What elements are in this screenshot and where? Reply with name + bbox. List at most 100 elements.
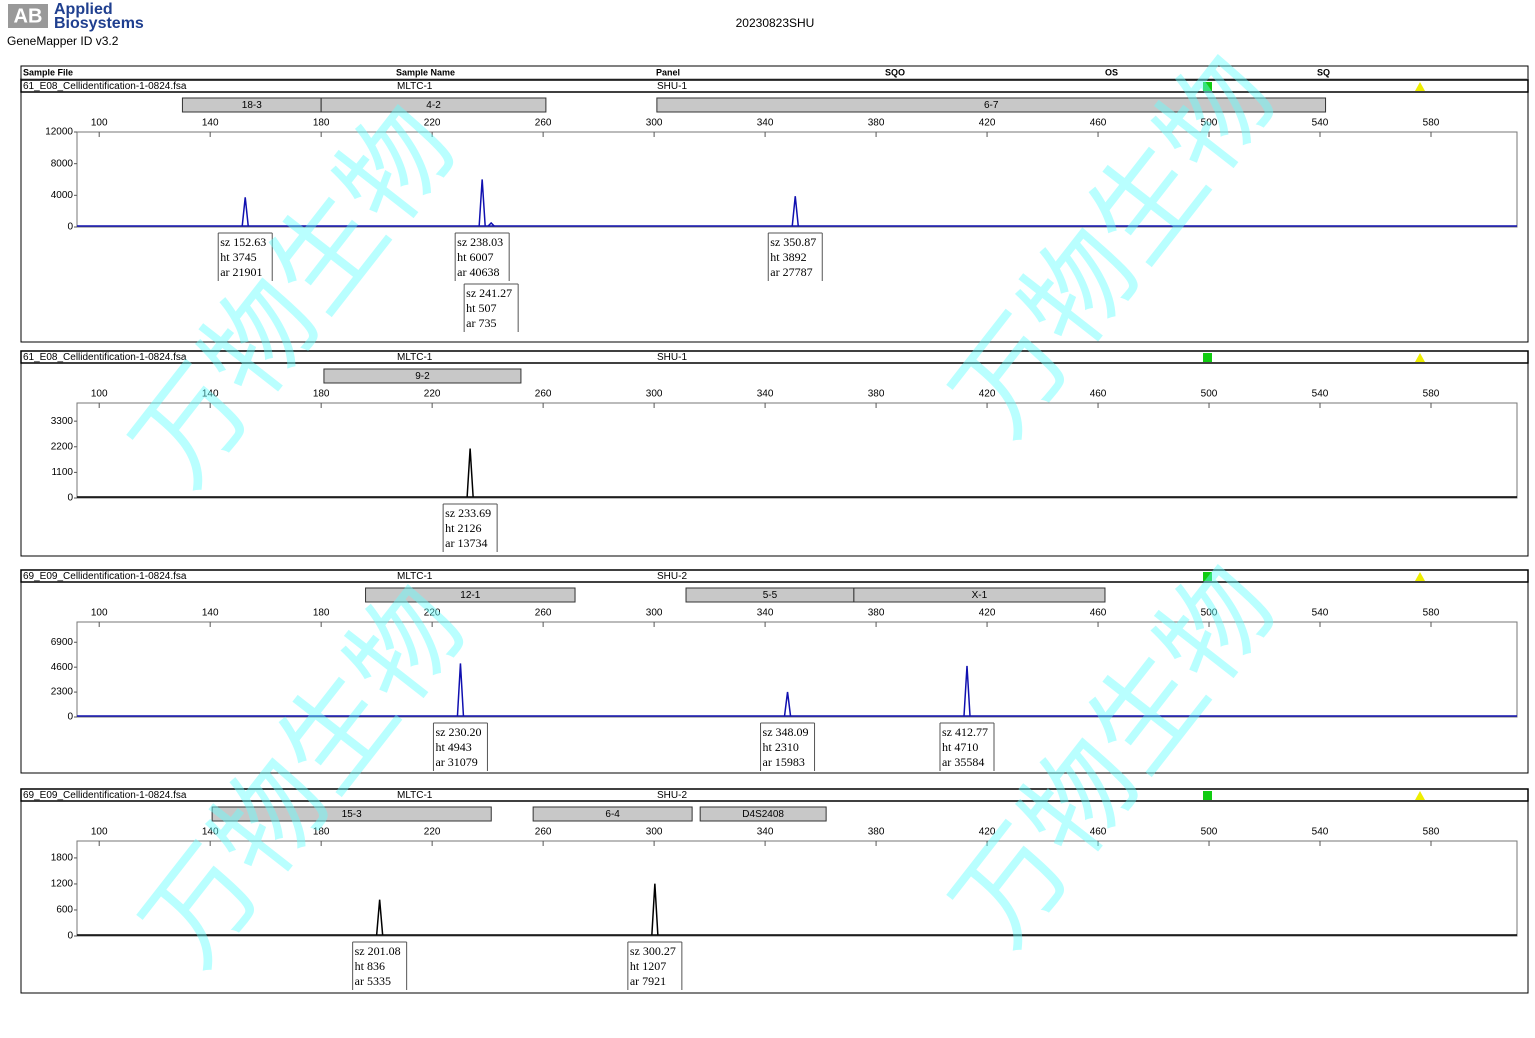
y-tick-label: 12000 [45, 127, 73, 138]
peak-value: 412.77 [955, 725, 988, 739]
y-tick-label: 0 [67, 222, 73, 233]
peak-value: 7921 [642, 974, 666, 988]
report-title: 20230823SHU [736, 16, 815, 30]
x-tick-label: 220 [424, 827, 441, 838]
peak [791, 196, 799, 227]
peak-label: ar 5335 [355, 974, 391, 988]
x-tick-label: 460 [1090, 389, 1107, 400]
sample-file: 69_E09_Cellidentification-1-0824.fsa [23, 571, 187, 582]
x-tick-label: 100 [91, 827, 108, 838]
x-tick-label: 500 [1201, 608, 1218, 619]
peak-label: ar 40638 [457, 265, 499, 279]
peak-key: sz [630, 944, 640, 958]
x-tick-label: 580 [1423, 827, 1440, 838]
x-tick-label: 540 [1312, 389, 1329, 400]
bin-label: 5-5 [763, 590, 778, 601]
peak-label: ht 4943 [435, 740, 471, 754]
peak-key: sz [355, 944, 365, 958]
x-tick-label: 580 [1423, 118, 1440, 129]
y-tick-label: 6900 [51, 637, 74, 648]
y-tick-label: 3300 [51, 416, 74, 427]
panel: SHU-2 [657, 571, 687, 582]
peak-label: ht 3892 [770, 250, 806, 264]
sample-name: MLTC-1 [397, 81, 433, 92]
y-tick-label: 2300 [51, 687, 74, 698]
peak-label: ar 35584 [942, 755, 984, 769]
x-tick-label: 100 [91, 118, 108, 129]
peak-label: ar 31079 [435, 755, 477, 769]
peak-label: ar 735 [466, 316, 496, 330]
peak-label: ar 13734 [445, 536, 487, 550]
bin-label: D4S2408 [742, 809, 784, 820]
bin-label: 4-2 [426, 100, 441, 111]
x-tick-label: 180 [313, 608, 330, 619]
sample-file: 69_E09_Cellidentification-1-0824.fsa [23, 790, 187, 801]
x-tick-label: 300 [646, 608, 663, 619]
peak-label: ht 3745 [220, 250, 256, 264]
panel-box [20, 65, 1529, 343]
bin [532, 806, 693, 822]
x-tick-label: 380 [868, 608, 885, 619]
x-tick-label: 100 [91, 608, 108, 619]
peak-key: sz [435, 725, 445, 739]
y-tick-label: 0 [67, 712, 73, 723]
peak-label: ht 507 [466, 301, 496, 315]
peak-key: ar [466, 316, 475, 330]
y-tick-label: 600 [56, 905, 73, 916]
peak-key: ar [770, 265, 779, 279]
x-tick-label: 380 [868, 389, 885, 400]
column-header: OS [1105, 67, 1118, 77]
x-tick-label: 220 [424, 608, 441, 619]
x-tick-label: 300 [646, 118, 663, 129]
bin [365, 587, 576, 603]
x-tick-label: 220 [424, 118, 441, 129]
peak-label: ht 1207 [630, 959, 666, 973]
peak-key: ht [355, 959, 365, 973]
sample-row [20, 569, 1529, 583]
peak-label: ar 21901 [220, 265, 262, 279]
bin-label: 6-4 [605, 809, 620, 820]
y-tick-label: 1800 [51, 853, 74, 864]
peak-value: 507 [479, 301, 497, 315]
peak-value: 4710 [954, 740, 978, 754]
peak-label: sz 230.20 [435, 725, 481, 739]
peak-value: 201.08 [368, 944, 401, 958]
peak-key: ht [630, 959, 640, 973]
y-tick-label: 4000 [51, 190, 74, 201]
peak-label: sz 152.63 [220, 235, 266, 249]
peak-key: ar [763, 755, 772, 769]
peak-key: ht [435, 740, 445, 754]
y-tick-label: 0 [67, 931, 73, 942]
x-tick-label: 500 [1201, 389, 1218, 400]
sample-name: MLTC-1 [397, 790, 433, 801]
status-ok [1203, 82, 1212, 91]
peak-label: sz 300.27 [630, 944, 676, 958]
logo-box [8, 4, 48, 28]
x-tick-label: 140 [202, 389, 219, 400]
x-tick-label: 180 [313, 827, 330, 838]
peak-value: 27787 [783, 265, 813, 279]
peak [241, 197, 249, 227]
peak-value: 6007 [470, 250, 494, 264]
x-tick-label: 540 [1312, 608, 1329, 619]
peak-value: 350.87 [783, 235, 816, 249]
peak [487, 221, 495, 227]
peak-label: sz 350.87 [770, 235, 816, 249]
plot-area [76, 840, 1518, 937]
peak-value: 1207 [642, 959, 666, 973]
y-tick-label: 4600 [51, 662, 74, 673]
peak-value: 241.27 [479, 286, 512, 300]
peak-key: sz [763, 725, 773, 739]
x-tick-label: 260 [535, 827, 552, 838]
x-tick-label: 180 [313, 118, 330, 129]
x-tick-label: 340 [757, 389, 774, 400]
bin [656, 97, 1327, 113]
peak-value: 300.27 [643, 944, 676, 958]
peak-key: ar [942, 755, 951, 769]
x-tick-label: 540 [1312, 118, 1329, 129]
watermark: 万物生物 [118, 562, 490, 988]
peak-value: 21901 [233, 265, 263, 279]
y-tick-label: 1200 [51, 879, 74, 890]
peak-value: 35584 [954, 755, 984, 769]
sample-name: MLTC-1 [397, 571, 433, 582]
